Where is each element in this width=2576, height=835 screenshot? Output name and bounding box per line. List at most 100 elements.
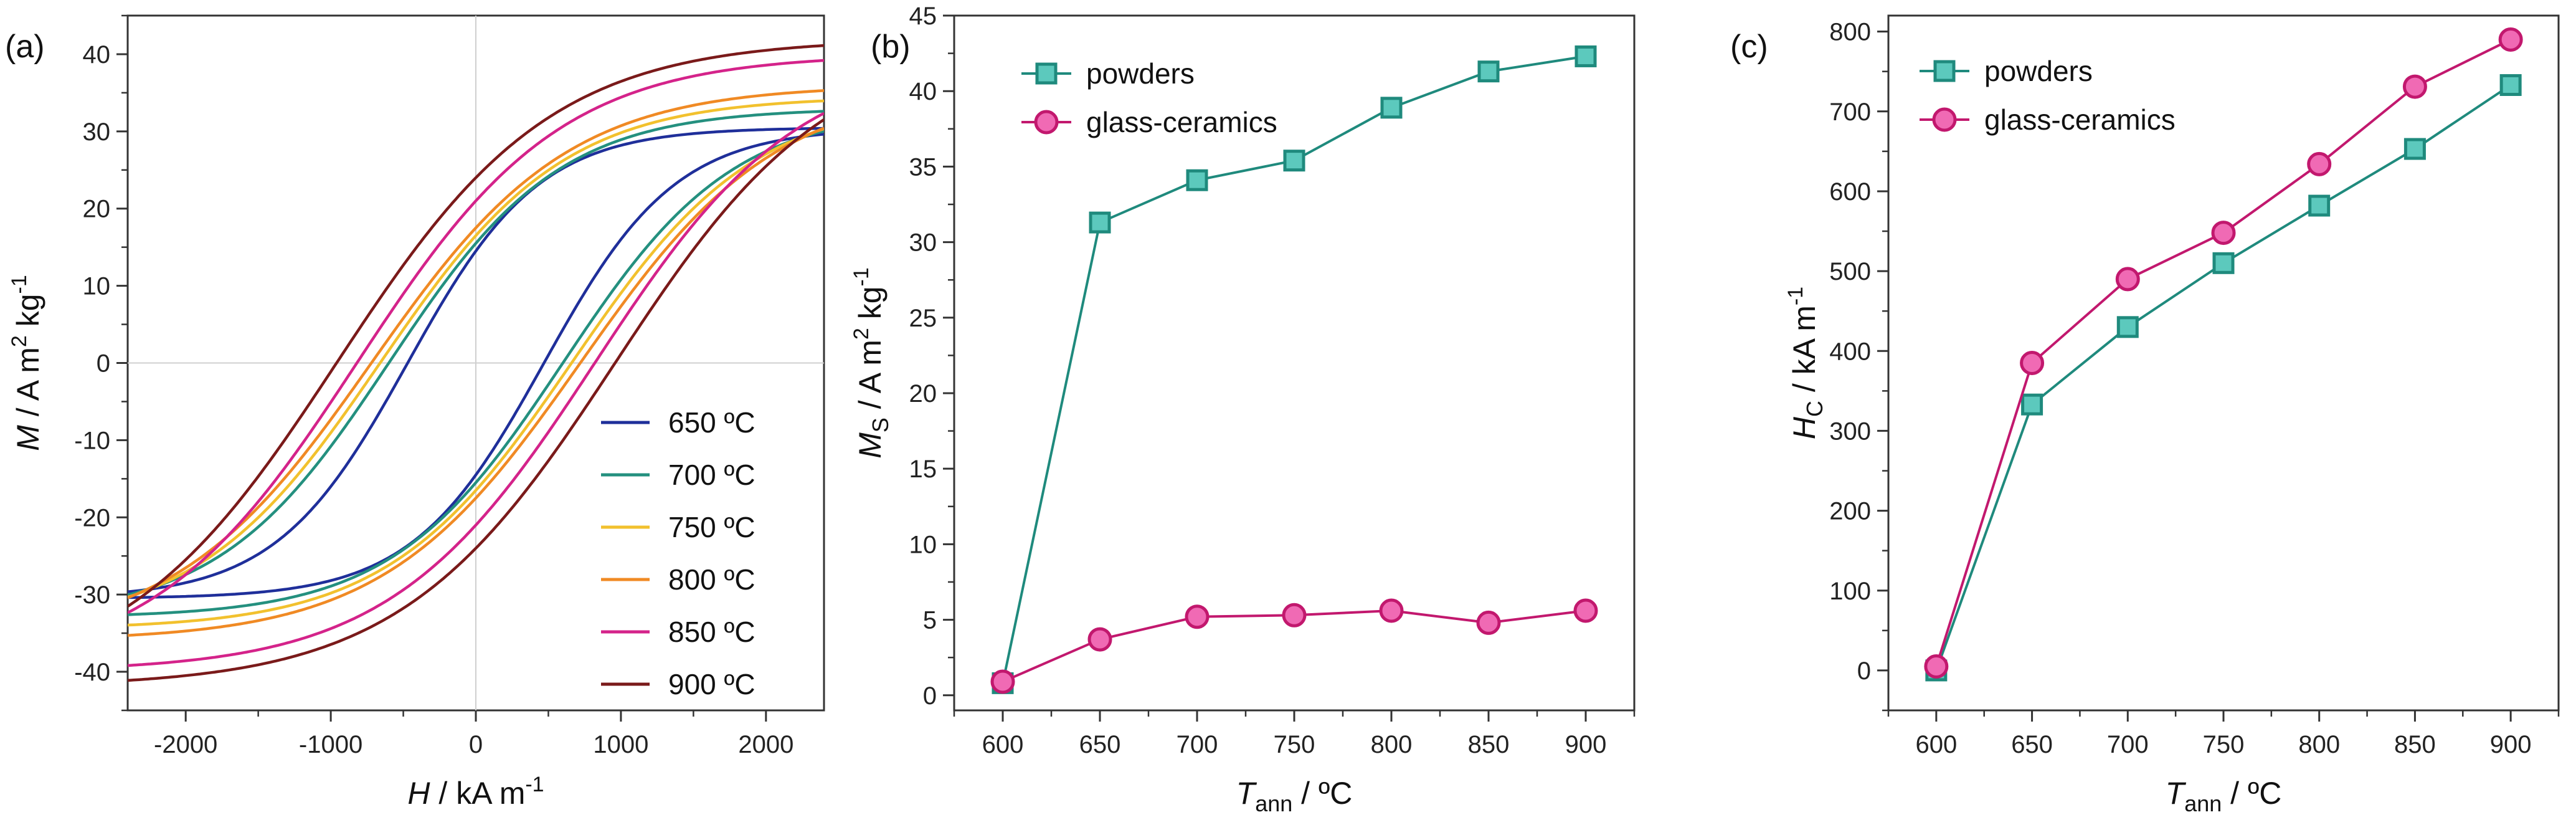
data-point-circle	[1573, 598, 1598, 623]
data-point-circle	[1476, 610, 1501, 635]
data-point-circle	[1379, 598, 1404, 623]
legend-swatch-marker	[1933, 60, 1956, 82]
data-point-circle	[2115, 267, 2140, 292]
data-point-square	[2116, 316, 2139, 338]
data-point-circle	[1924, 654, 1949, 679]
y-tick-label: -30	[74, 581, 110, 609]
x-axis-label: Tann / ºC	[2166, 776, 2282, 816]
y-tick-label: 0	[1857, 657, 1871, 685]
label-part: T	[1236, 776, 1257, 811]
panel-label: (a)	[5, 29, 45, 65]
panel-a: -2000 -1000 0 1000 2000 -40 -30 -20 -10 0 10 20 30 40…	[5, 14, 825, 811]
data-point-square	[2308, 194, 2331, 217]
label-part: H	[407, 776, 430, 811]
label-part: / ºC	[1292, 776, 1352, 811]
x-tick-label: 800	[1371, 731, 1413, 758]
label-part: -1	[850, 267, 873, 286]
legend-label: 700 ºC	[668, 459, 755, 491]
y-tick-label: 20	[909, 380, 937, 408]
label-part: / A m	[11, 347, 45, 425]
data-point-square	[1283, 150, 1305, 172]
y-tick-label: 200	[1829, 498, 1871, 525]
legend-label: 800 ºC	[668, 563, 755, 596]
hysteresis-branch-ascending	[128, 130, 824, 616]
y-tick-label: 100	[1829, 578, 1871, 605]
legend-label: 750 ºC	[668, 511, 755, 543]
y-axis-label: M / A m2 kg-1	[7, 275, 45, 451]
data-point-circle	[2020, 351, 2045, 375]
x-tick-label: 850	[1468, 731, 1510, 758]
x-tick-label: 750	[1274, 731, 1315, 758]
series-line-square	[1935, 84, 2512, 671]
x-tick-label: -1000	[299, 731, 362, 758]
x-tick-label: 0	[469, 731, 483, 758]
x-tick-label: 600	[982, 731, 1024, 758]
label-part: ann	[1255, 791, 1292, 816]
y-tick-label: 0	[923, 682, 937, 710]
hysteresis-branch-descending	[128, 44, 824, 608]
x-axis-label: Tann / ºC	[1236, 776, 1353, 816]
x-tick-label: 650	[2011, 731, 2053, 758]
panel-label: (b)	[871, 29, 911, 65]
x-tick-label: 2000	[738, 731, 793, 758]
hysteresis-branch-descending	[128, 59, 824, 614]
label-part: 2	[7, 335, 31, 347]
y-tick-label: 400	[1829, 338, 1871, 365]
label-part: M	[853, 432, 888, 459]
data-point-square	[2499, 74, 2522, 96]
legend-swatch-marker	[1035, 62, 1058, 85]
data-point-square	[1186, 169, 1208, 191]
y-tick-label: -20	[74, 504, 110, 532]
y-tick-label: 30	[83, 118, 111, 146]
y-tick-label: 10	[83, 273, 111, 300]
y-tick-label: 10	[909, 531, 937, 558]
y-tick-label: 800	[1829, 19, 1871, 46]
label-part: / kA m	[430, 776, 526, 811]
x-tick-label: 750	[2203, 731, 2245, 758]
y-tick-label: -40	[74, 659, 110, 686]
label-part: kg	[853, 286, 888, 328]
y-axis-label: HC / kA m-1	[1784, 287, 1827, 439]
hysteresis-branch-descending	[128, 99, 824, 599]
panel-c: 600 650 700 750 800 850 900 0 100 200 300 400 500 600…	[1730, 14, 2560, 816]
y-tick-label: 700	[1829, 98, 1871, 126]
x-axis-label: H / kA m-1	[407, 773, 544, 811]
label-part: / ºC	[2222, 776, 2281, 811]
data-point-circle	[990, 669, 1015, 694]
label-part: kg	[11, 293, 45, 335]
y-tick-label: 0	[97, 350, 110, 378]
data-point-circle	[2498, 27, 2523, 52]
hysteresis-branch-descending	[128, 110, 824, 596]
hysteresis-branch-ascending	[128, 112, 824, 667]
data-point-circle	[2402, 74, 2427, 99]
x-tick-label: 700	[1177, 731, 1218, 758]
data-point-square	[1574, 45, 1597, 67]
legend-label: 850 ºC	[668, 616, 755, 648]
data-point-circle	[2307, 151, 2332, 176]
x-tick-label: 850	[2394, 731, 2436, 758]
y-tick-label: 35	[909, 153, 937, 181]
data-point-square	[2403, 138, 2426, 160]
label-part: C	[1802, 401, 1827, 417]
legend-swatch-marker	[1034, 110, 1059, 135]
x-tick-label: 1000	[593, 731, 648, 758]
y-tick-label: 40	[83, 41, 111, 69]
hysteresis-branch-ascending	[128, 118, 824, 682]
hysteresis-branch-ascending	[128, 127, 824, 627]
data-point-square	[2212, 252, 2235, 274]
hysteresis-branch-ascending	[128, 126, 824, 637]
x-tick-label: 700	[2107, 731, 2149, 758]
x-tick-label: -2000	[154, 731, 217, 758]
y-tick-label: 45	[909, 2, 937, 30]
label-part: / A m	[853, 340, 888, 418]
data-point-square	[1089, 211, 1111, 234]
legend-label: powders	[1984, 55, 2093, 87]
legend-label: powders	[1086, 57, 1195, 90]
label-part: -1	[525, 773, 544, 796]
data-point-circle	[2211, 221, 2236, 246]
label-part: -1	[7, 275, 31, 293]
y-tick-label: 40	[909, 78, 937, 105]
x-tick-label: 900	[1565, 731, 1607, 758]
hysteresis-branch-descending	[128, 126, 824, 593]
